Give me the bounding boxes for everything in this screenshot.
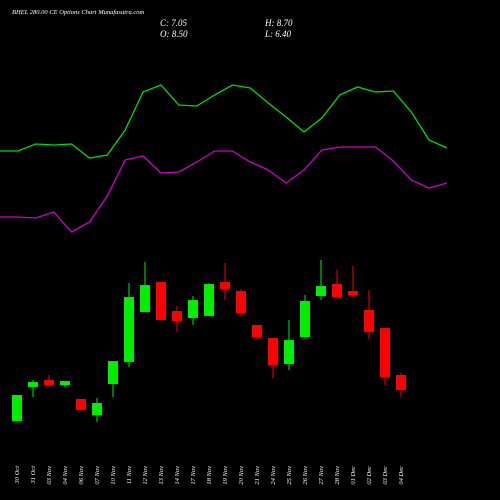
x-tick-label: 04 Dec (398, 466, 405, 485)
candle-body (348, 291, 358, 295)
chart-title: BHEL 280.00 CE Options Chart Munafasutra… (12, 9, 145, 16)
x-tick-label: 14 Nov (174, 466, 181, 485)
x-tick-label: 30 Oct (14, 466, 21, 485)
high-info: H: 8.70 (264, 18, 293, 28)
x-tick-label: 18 Nov (206, 466, 213, 485)
candle-body (92, 403, 102, 416)
candle-body (220, 282, 230, 289)
x-tick-label: 24 Nov (270, 466, 277, 485)
open-info: O: 8.50 (160, 29, 188, 39)
x-tick-label: 21 Nov (254, 466, 261, 485)
close-info: C: 7.05 (160, 18, 188, 28)
candle-body (156, 282, 166, 320)
candle-body (284, 340, 294, 365)
indicator-line (0, 146, 448, 233)
x-tick-label: 25 Nov (286, 466, 293, 485)
candle-body (12, 394, 22, 422)
candle-body (236, 291, 246, 313)
x-tick-label: 02 Dec (366, 466, 373, 485)
candle-body (140, 285, 150, 313)
x-tick-label: 31 Oct (30, 466, 37, 485)
candle-body (188, 300, 198, 319)
x-tick-label: 27 Nov (318, 466, 325, 485)
x-tick-label: 20 Nov (238, 466, 245, 485)
candle-body (364, 309, 374, 332)
low-info: L: 6.40 (264, 29, 292, 39)
x-tick-label: 01 Dec (350, 466, 357, 485)
candle-body (316, 285, 326, 297)
candle-body (252, 324, 262, 338)
x-tick-label: 19 Nov (222, 466, 229, 485)
x-tick-label: 12 Nov (142, 466, 149, 485)
candle-body (332, 284, 342, 298)
x-tick-label: 03 Nov (46, 466, 53, 485)
candle-body (124, 297, 134, 362)
x-tick-label: 26 Nov (302, 466, 309, 485)
candle-body (44, 379, 54, 386)
indicator-line (0, 84, 448, 159)
x-tick-label: 06 Nov (78, 466, 85, 485)
x-tick-label: 10 Nov (110, 466, 117, 485)
candle-body (268, 337, 278, 365)
candle-body (60, 380, 70, 386)
candle-body (108, 361, 118, 384)
candle-body (76, 398, 86, 410)
candle-body (204, 284, 214, 316)
candle-body (396, 374, 406, 390)
candle-body (300, 300, 310, 338)
candle-body (380, 328, 390, 377)
x-tick-label: 17 Nov (190, 466, 197, 485)
x-tick-label: 03 Dec (382, 466, 389, 485)
x-tick-label: 04 Nov (62, 466, 69, 485)
x-tick-label: 11 Nov (126, 466, 133, 484)
x-tick-label: 13 Nov (158, 466, 165, 485)
candle-body (28, 382, 38, 387)
candle-body (172, 310, 182, 322)
x-tick-label: 28 Nov (334, 466, 341, 485)
x-tick-label: 07 Nov (94, 466, 101, 485)
